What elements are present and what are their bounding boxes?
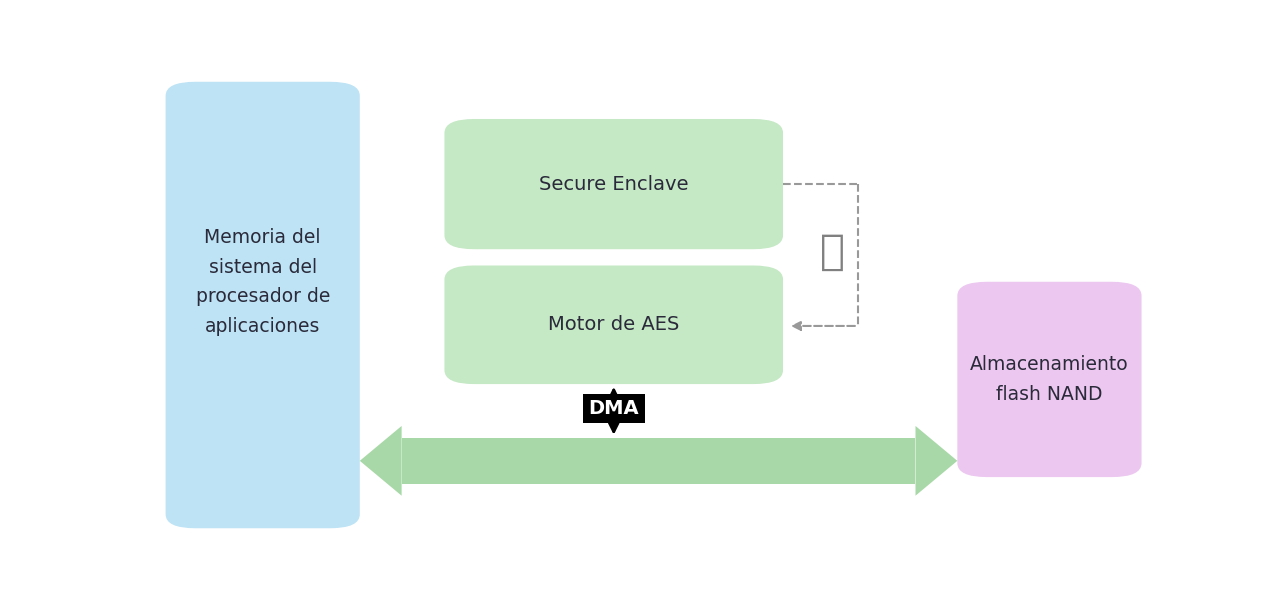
- Polygon shape: [915, 426, 957, 496]
- Text: 🔑: 🔑: [820, 231, 846, 272]
- Text: Motor de AES: Motor de AES: [549, 315, 680, 334]
- Text: Secure Enclave: Secure Enclave: [538, 175, 689, 194]
- Bar: [402, 437, 915, 484]
- FancyBboxPatch shape: [957, 281, 1141, 477]
- Polygon shape: [360, 426, 402, 496]
- Text: DMA: DMA: [589, 399, 639, 418]
- Text: Almacenamiento
flash NAND: Almacenamiento flash NAND: [970, 355, 1128, 403]
- Text: Memoria del
sistema del
procesador de
aplicaciones: Memoria del sistema del procesador de ap…: [195, 228, 330, 335]
- FancyBboxPatch shape: [445, 266, 783, 384]
- FancyBboxPatch shape: [166, 82, 360, 528]
- FancyBboxPatch shape: [445, 119, 783, 249]
